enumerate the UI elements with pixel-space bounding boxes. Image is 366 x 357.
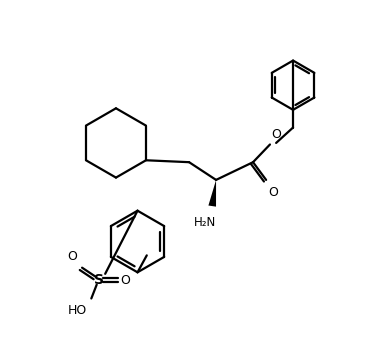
Text: O: O [272, 129, 281, 141]
Text: O: O [67, 250, 77, 263]
Polygon shape [208, 180, 216, 207]
Text: O: O [268, 186, 278, 199]
Text: S: S [94, 273, 104, 287]
Text: O: O [120, 273, 130, 287]
Text: HO: HO [68, 304, 87, 317]
Text: H₂N: H₂N [193, 216, 216, 229]
